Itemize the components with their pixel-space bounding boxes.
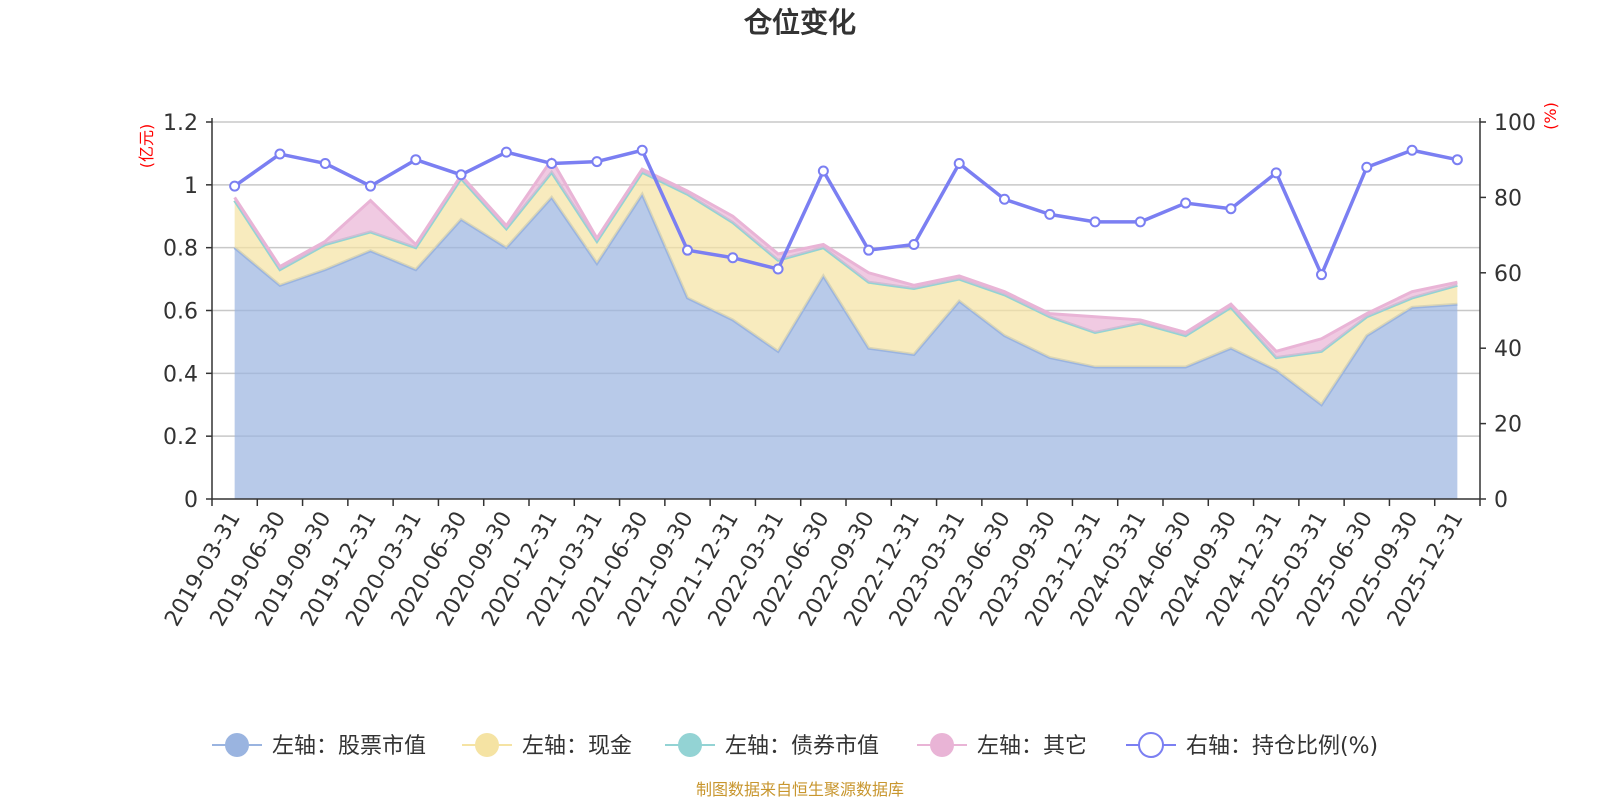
left-axis-tick-label: 1 bbox=[184, 174, 198, 199]
line-point bbox=[229, 180, 241, 192]
line-point bbox=[1270, 167, 1282, 179]
left-axis-tick-label: 1.2 bbox=[163, 111, 198, 136]
right-axis-tick-label: 0 bbox=[1494, 488, 1508, 513]
right-axis-tick-label: 20 bbox=[1494, 413, 1522, 438]
data-source-note: 制图数据来自恒生聚源数据库 bbox=[696, 780, 904, 799]
line-point bbox=[365, 180, 376, 192]
line-series-layer bbox=[229, 144, 1463, 281]
chart-title: 仓位变化 bbox=[744, 6, 856, 39]
line-point bbox=[455, 169, 467, 181]
line-point bbox=[1089, 216, 1101, 228]
line-point bbox=[727, 252, 739, 264]
area-series-1 bbox=[234, 172, 1458, 405]
line-point bbox=[1316, 269, 1327, 281]
line-point bbox=[1180, 197, 1192, 209]
line-point bbox=[1225, 203, 1237, 215]
line-point bbox=[682, 244, 693, 256]
legend-item-3[interactable]: 左轴：其它 bbox=[917, 733, 1087, 759]
legend-marker bbox=[930, 733, 954, 757]
legend-label: 左轴：其它 bbox=[977, 734, 1087, 759]
area-series-0 bbox=[234, 194, 1458, 499]
legend-item-2[interactable]: 左轴：债券市值 bbox=[665, 733, 879, 759]
line-point bbox=[1361, 161, 1373, 173]
left-axis-tick-label: 0.2 bbox=[163, 425, 198, 450]
legend-label: 右轴：持仓比例(%) bbox=[1186, 734, 1378, 759]
left-axis-tick-label: 0.4 bbox=[163, 362, 198, 387]
left-axis-unit: (亿元) bbox=[137, 124, 156, 169]
legend-marker bbox=[225, 733, 249, 757]
legend-item-0[interactable]: 左轴：股票市值 bbox=[212, 733, 426, 759]
right-axis-tick-label: 100 bbox=[1494, 111, 1536, 136]
right-axis-unit: (%) bbox=[1541, 102, 1560, 130]
line-point bbox=[500, 146, 512, 158]
legend-marker bbox=[1138, 732, 1164, 758]
line-point bbox=[410, 154, 422, 166]
area-series-3-edge bbox=[233, 156, 1458, 354]
line-point bbox=[999, 193, 1010, 205]
legend-marker bbox=[475, 733, 499, 757]
legend-label: 左轴：债券市值 bbox=[725, 734, 879, 759]
line-point bbox=[591, 156, 603, 168]
legend: 左轴：股票市值 左轴：现金 左轴：债券市值 左轴：其它 右轴：持仓比例(%) bbox=[212, 732, 1378, 759]
line-point bbox=[1451, 154, 1463, 166]
line-point bbox=[1134, 216, 1146, 228]
left-axis-tick-label: 0 bbox=[184, 488, 198, 513]
line-point bbox=[319, 157, 331, 169]
legend-item-4[interactable]: 右轴：持仓比例(%) bbox=[1126, 732, 1378, 759]
left-axis-tick-label: 0.6 bbox=[163, 300, 198, 325]
line-point bbox=[1044, 208, 1056, 220]
line-point bbox=[772, 263, 784, 275]
right-axis-tick-label: 60 bbox=[1494, 262, 1522, 287]
legend-item-1[interactable]: 左轴：现金 bbox=[462, 733, 632, 759]
area-series-2-edge bbox=[233, 169, 1458, 360]
legend-label: 左轴：股票市值 bbox=[272, 734, 426, 759]
line-point bbox=[1406, 144, 1418, 156]
line-point bbox=[953, 157, 965, 169]
area-series-layer bbox=[233, 156, 1458, 499]
legend-label: 左轴：现金 bbox=[522, 734, 632, 759]
right-axis-tick-label: 40 bbox=[1494, 337, 1522, 362]
line-point bbox=[863, 244, 875, 256]
line-series-4 bbox=[233, 148, 1458, 277]
line-point bbox=[274, 148, 286, 160]
right-axis-tick-label: 80 bbox=[1494, 186, 1522, 211]
left-axis-tick-label: 0.8 bbox=[163, 237, 198, 262]
line-point bbox=[908, 239, 920, 251]
legend-marker bbox=[678, 733, 702, 757]
line-point bbox=[546, 157, 558, 169]
line-point bbox=[636, 144, 648, 156]
line-point bbox=[817, 165, 829, 177]
